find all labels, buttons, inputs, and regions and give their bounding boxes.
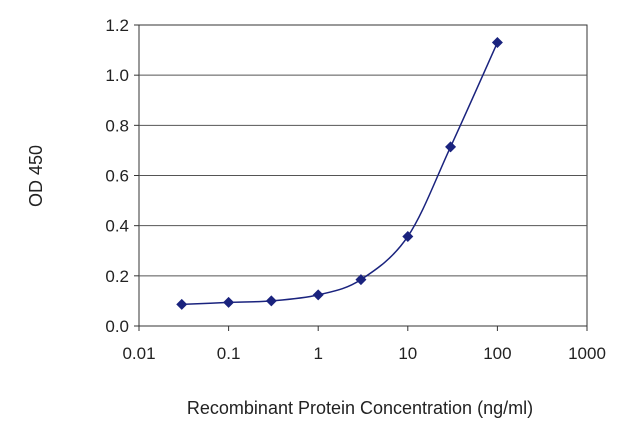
x-tick-label: 0.1	[217, 344, 241, 363]
data-point	[355, 274, 367, 286]
x-tick-label: 1000	[568, 344, 606, 363]
y-tick-label: 0.2	[105, 267, 129, 286]
data-points	[176, 37, 503, 310]
data-point	[223, 296, 235, 308]
tick-labels: 0.0 0.2 0.4 0.6 0.8 1.0 1.2 0.01 0.1 1 10 100 1000	[105, 16, 606, 363]
data-point	[176, 298, 188, 310]
x-tick-label: 100	[483, 344, 511, 363]
x-axis-title: Recombinant Protein Concentration (ng/ml…	[187, 398, 533, 418]
y-tick-label: 1.0	[105, 66, 129, 85]
data-point	[265, 295, 277, 307]
grid-lines	[139, 74, 587, 277]
x-tick-label: 0.01	[122, 344, 155, 363]
y-tick-label: 1.2	[105, 16, 129, 35]
y-tick-label: 0.6	[105, 167, 129, 186]
data-point	[445, 141, 457, 153]
x-tick-label: 10	[398, 344, 417, 363]
data-point	[491, 37, 503, 49]
y-axis-title: OD 450	[26, 145, 46, 207]
data-point	[312, 289, 324, 301]
data-point	[402, 230, 414, 242]
y-tick-label: 0.0	[105, 317, 129, 336]
x-tick-label: 1	[313, 344, 322, 363]
y-tick-label: 0.8	[105, 116, 129, 135]
y-tick-label: 0.4	[105, 217, 129, 236]
